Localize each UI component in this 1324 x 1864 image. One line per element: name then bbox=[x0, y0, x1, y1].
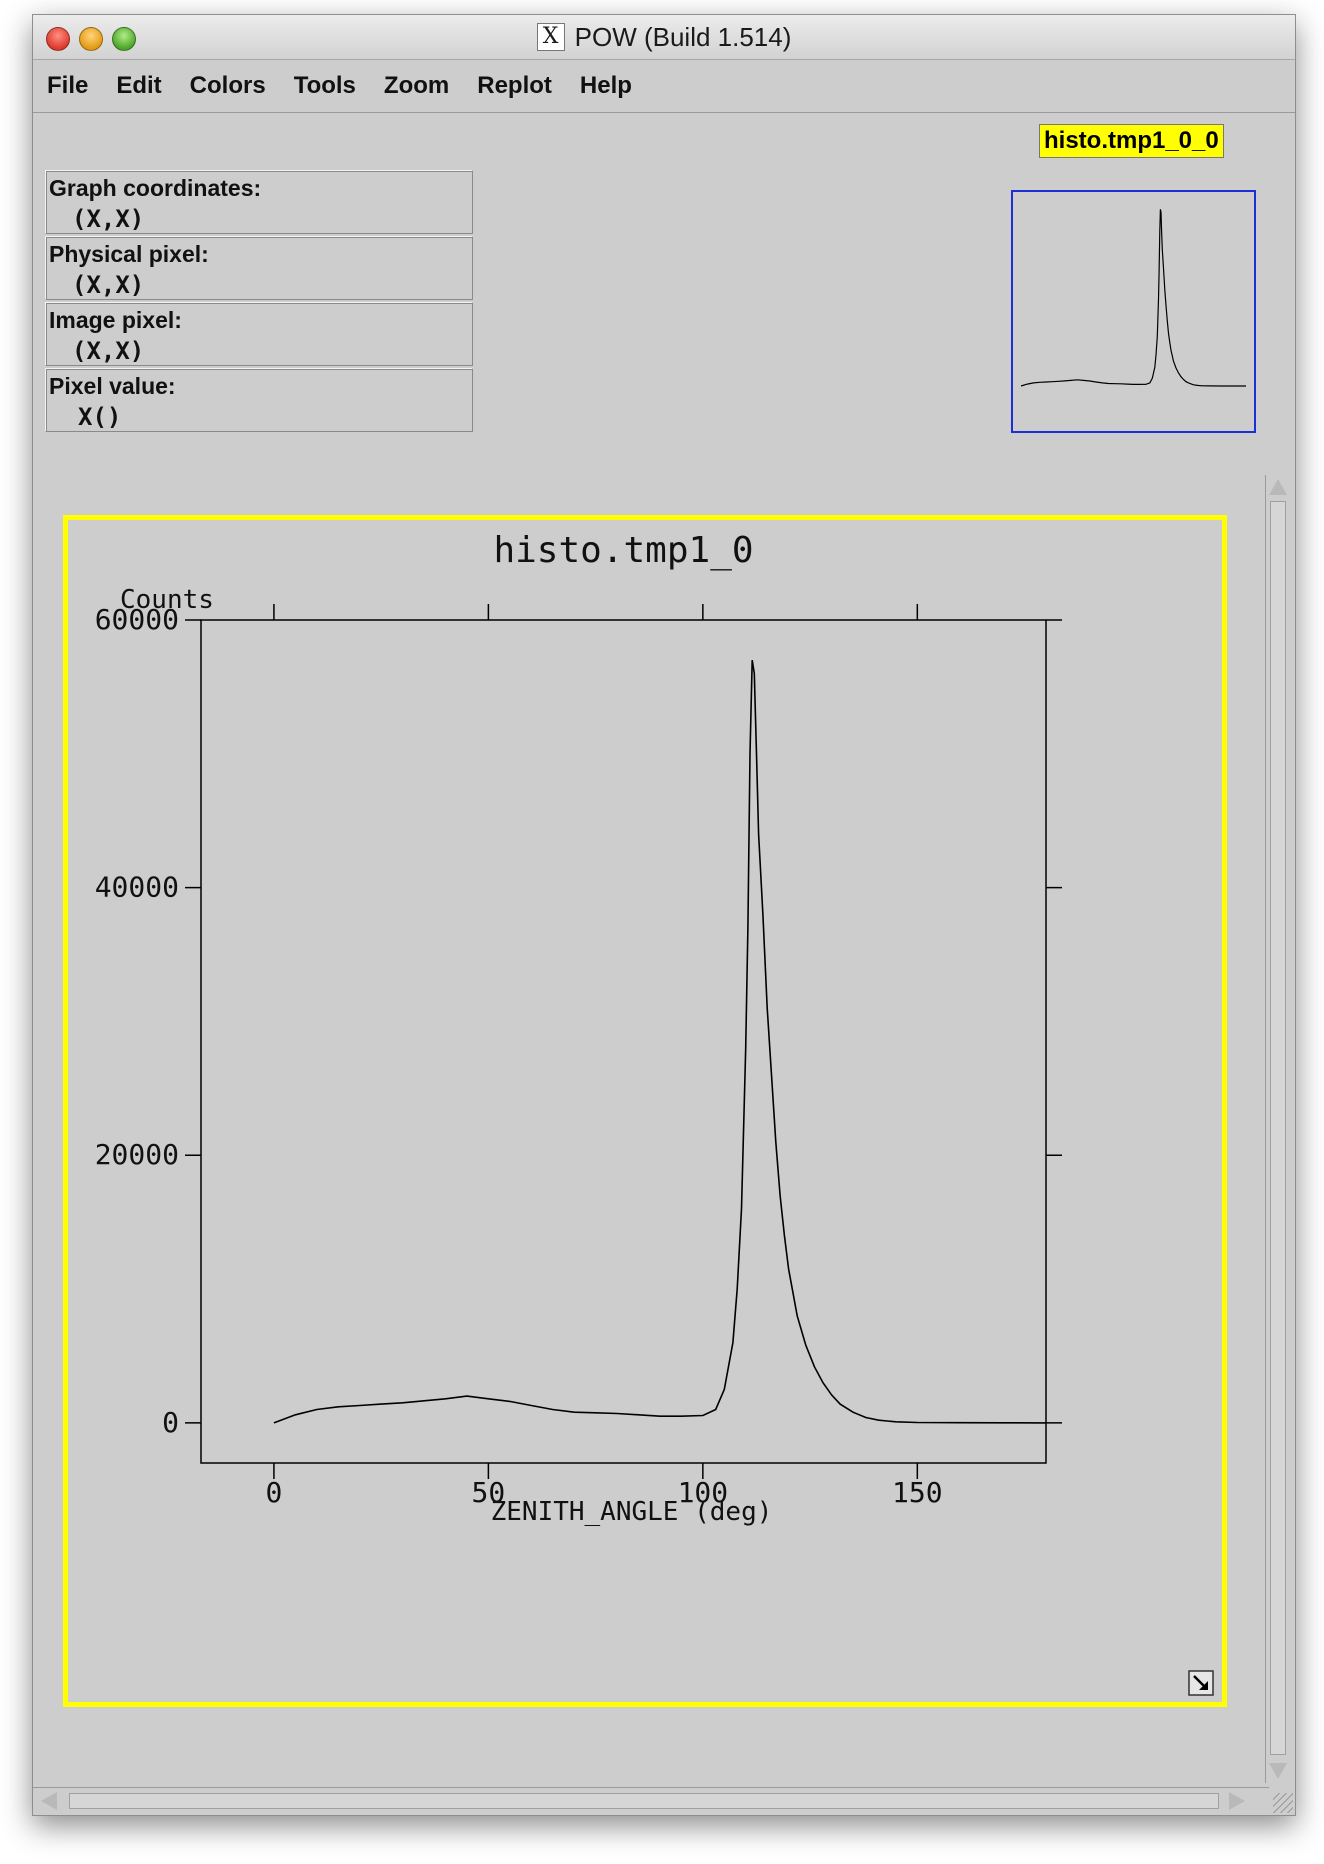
y-tick-label: 40000 bbox=[95, 871, 179, 904]
x-axis-label: ZENITH_ANGLE (deg) bbox=[491, 1497, 773, 1527]
image-pixel-value: (X,X) bbox=[72, 337, 145, 365]
menu-file[interactable]: File bbox=[47, 72, 89, 99]
minimize-icon[interactable] bbox=[79, 27, 103, 51]
x-tick-label: 50 bbox=[472, 1476, 506, 1509]
graph-coordinates-label: Graph coordinates: bbox=[49, 175, 262, 201]
horizontal-scrollbar[interactable] bbox=[33, 1787, 1269, 1814]
graph-coordinates-box: Graph coordinates: (X,X) bbox=[45, 170, 473, 234]
title-bar[interactable]: X POW (Build 1.514) bbox=[33, 15, 1295, 60]
y-tick-label: 0 bbox=[162, 1406, 179, 1439]
menu-zoom[interactable]: Zoom bbox=[383, 72, 450, 99]
horizontal-scroll-trough[interactable] bbox=[69, 1793, 1219, 1809]
image-pixel-box: Image pixel: (X,X) bbox=[45, 302, 473, 366]
image-pixel-label: Image pixel: bbox=[49, 307, 182, 333]
plot-axes-frame bbox=[200, 619, 1047, 1464]
scroll-up-arrow-icon[interactable] bbox=[1269, 479, 1287, 495]
chart-title: histo.tmp1_0 bbox=[493, 530, 753, 571]
pixel-value-label: Pixel value: bbox=[49, 373, 176, 399]
close-icon[interactable] bbox=[46, 27, 70, 51]
vertical-scroll-trough[interactable] bbox=[1270, 501, 1286, 1755]
y-axis-label: Counts bbox=[120, 585, 214, 615]
y-tick-label: 20000 bbox=[95, 1138, 179, 1171]
menu-colors[interactable]: Colors bbox=[189, 72, 266, 99]
physical-pixel-value: (X,X) bbox=[72, 271, 145, 299]
physical-pixel-label: Physical pixel: bbox=[49, 241, 209, 267]
menu-edit[interactable]: Edit bbox=[116, 72, 162, 99]
menu-replot[interactable]: Replot bbox=[477, 72, 552, 99]
zoom-icon[interactable] bbox=[112, 27, 136, 51]
menu-tools[interactable]: Tools bbox=[293, 72, 356, 99]
thumbnail-label[interactable]: histo.tmp1_0_0 bbox=[1039, 124, 1224, 158]
scroll-right-arrow-icon[interactable] bbox=[1229, 1792, 1245, 1810]
scroll-left-arrow-icon[interactable] bbox=[41, 1792, 57, 1810]
thumbnail-series-line bbox=[1020, 209, 1246, 387]
series-line-counts bbox=[273, 659, 1047, 1424]
plot-frame[interactable]: histo.tmp1_0 Counts ZENITH_ANGLE (deg) 0 50 1… bbox=[63, 515, 1227, 1707]
physical-pixel-box: Physical pixel: (X,X) bbox=[45, 236, 473, 300]
x-tick-label: 0 bbox=[265, 1476, 282, 1509]
pixel-value-value: X() bbox=[78, 403, 122, 431]
thumbnail-plot[interactable] bbox=[1011, 190, 1256, 433]
x-tick-label: 100 bbox=[678, 1476, 729, 1509]
pixel-value-box: Pixel value: X() bbox=[45, 368, 473, 432]
menu-bar: File Edit Colors Tools Zoom Replot Help bbox=[33, 60, 1295, 113]
menu-help[interactable]: Help bbox=[579, 72, 632, 99]
thumbnail-svg bbox=[1020, 209, 1246, 387]
pow-window: X POW (Build 1.514) File Edit Colors Too… bbox=[32, 14, 1296, 1816]
window-resize-grip[interactable] bbox=[1273, 1793, 1293, 1813]
graph-coordinates-value: (X,X) bbox=[72, 205, 145, 233]
window-title: POW (Build 1.514) bbox=[574, 21, 792, 52]
y-tick-label: 60000 bbox=[95, 603, 179, 636]
scroll-down-arrow-icon[interactable] bbox=[1269, 1763, 1287, 1779]
x-tick-label: 150 bbox=[892, 1476, 943, 1509]
vertical-scrollbar[interactable] bbox=[1265, 475, 1290, 1783]
x11-logo-icon: X bbox=[536, 23, 565, 51]
main-plot-svg: histo.tmp1_0 Counts ZENITH_ANGLE (deg) 0 50 1… bbox=[95, 530, 1062, 1527]
coordinate-panel: Graph coordinates: (X,X) Physical pixel:… bbox=[45, 170, 473, 434]
resize-arrow-icon[interactable] bbox=[1188, 1670, 1214, 1696]
